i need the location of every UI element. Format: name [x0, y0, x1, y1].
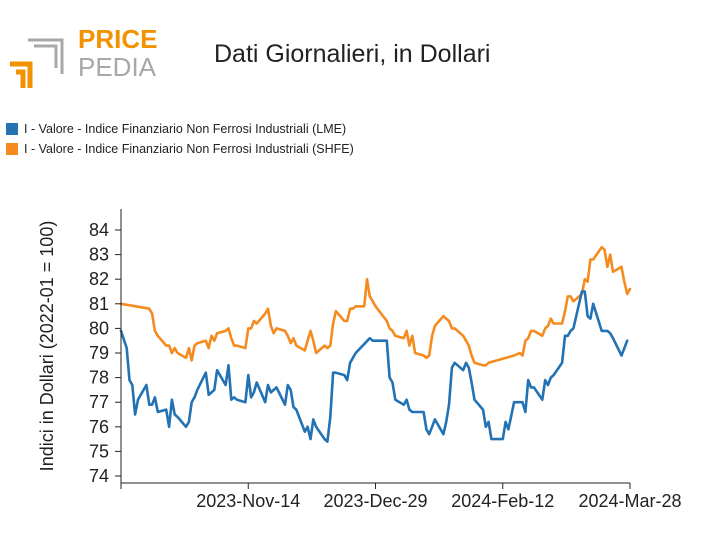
series-line-shfe: [119, 245, 632, 367]
y-tick-label: 79: [89, 343, 109, 363]
y-tick-label: 81: [89, 294, 109, 314]
y-tick-label: 77: [89, 392, 109, 412]
y-tick-label: 82: [89, 269, 109, 289]
y-tick-label: 76: [89, 417, 109, 437]
logo-word-price: PRICE: [78, 24, 157, 54]
legend-label-shfe: I - Valore - Indice Finanziario Non Ferr…: [24, 142, 354, 156]
y-tick-label: 75: [89, 441, 109, 461]
logo-gray-bracket-inner: [34, 44, 58, 68]
series-line-lme: [119, 290, 629, 443]
y-tick-label: 80: [89, 318, 109, 338]
axes: 74 75 76 77 78 79 80 81 82 83 84 2023-Nov-14 2023-De…: [89, 209, 682, 511]
x-tick-label: 2023-Nov-14: [196, 491, 300, 511]
legend-swatch-lme: [6, 123, 18, 135]
legend-label-lme: I - Valore - Indice Finanziario Non Ferr…: [24, 122, 347, 136]
x-tick-label: 2024-Feb-12: [451, 491, 554, 511]
y-tick-label: 74: [89, 466, 109, 486]
legend-swatch-shfe: [6, 143, 18, 155]
chart-legend: I - Valore - Indice Finanziario Non Ferr…: [6, 119, 354, 159]
logo-gray-bracket-outer: [28, 38, 64, 74]
logo-orange-bracket-inner: [16, 69, 26, 88]
chart-title: Dati Giornalieri, in Dollari: [214, 40, 491, 68]
logo-word-pedia: PEDIA: [78, 52, 157, 82]
y-tick-label: 84: [89, 220, 109, 240]
y-tick-label: 78: [89, 368, 109, 388]
logo-orange-bracket-outer: [10, 61, 33, 88]
y-axis-label: Indici in Dollari (2022-01 = 100): [37, 221, 57, 472]
x-tick-label: 2024-Mar-28: [578, 491, 681, 511]
x-tick-label: 2023-Dec-29: [323, 491, 427, 511]
y-tick-label: 83: [89, 245, 109, 265]
legend-item-lme[interactable]: I - Valore - Indice Finanziario Non Ferr…: [6, 119, 354, 139]
series-layer: [119, 245, 632, 443]
legend-item-shfe[interactable]: I - Valore - Indice Finanziario Non Ferr…: [6, 139, 354, 159]
logo-mark: [10, 38, 64, 88]
pricepedia-logo: PRICE PEDIA: [10, 24, 157, 88]
